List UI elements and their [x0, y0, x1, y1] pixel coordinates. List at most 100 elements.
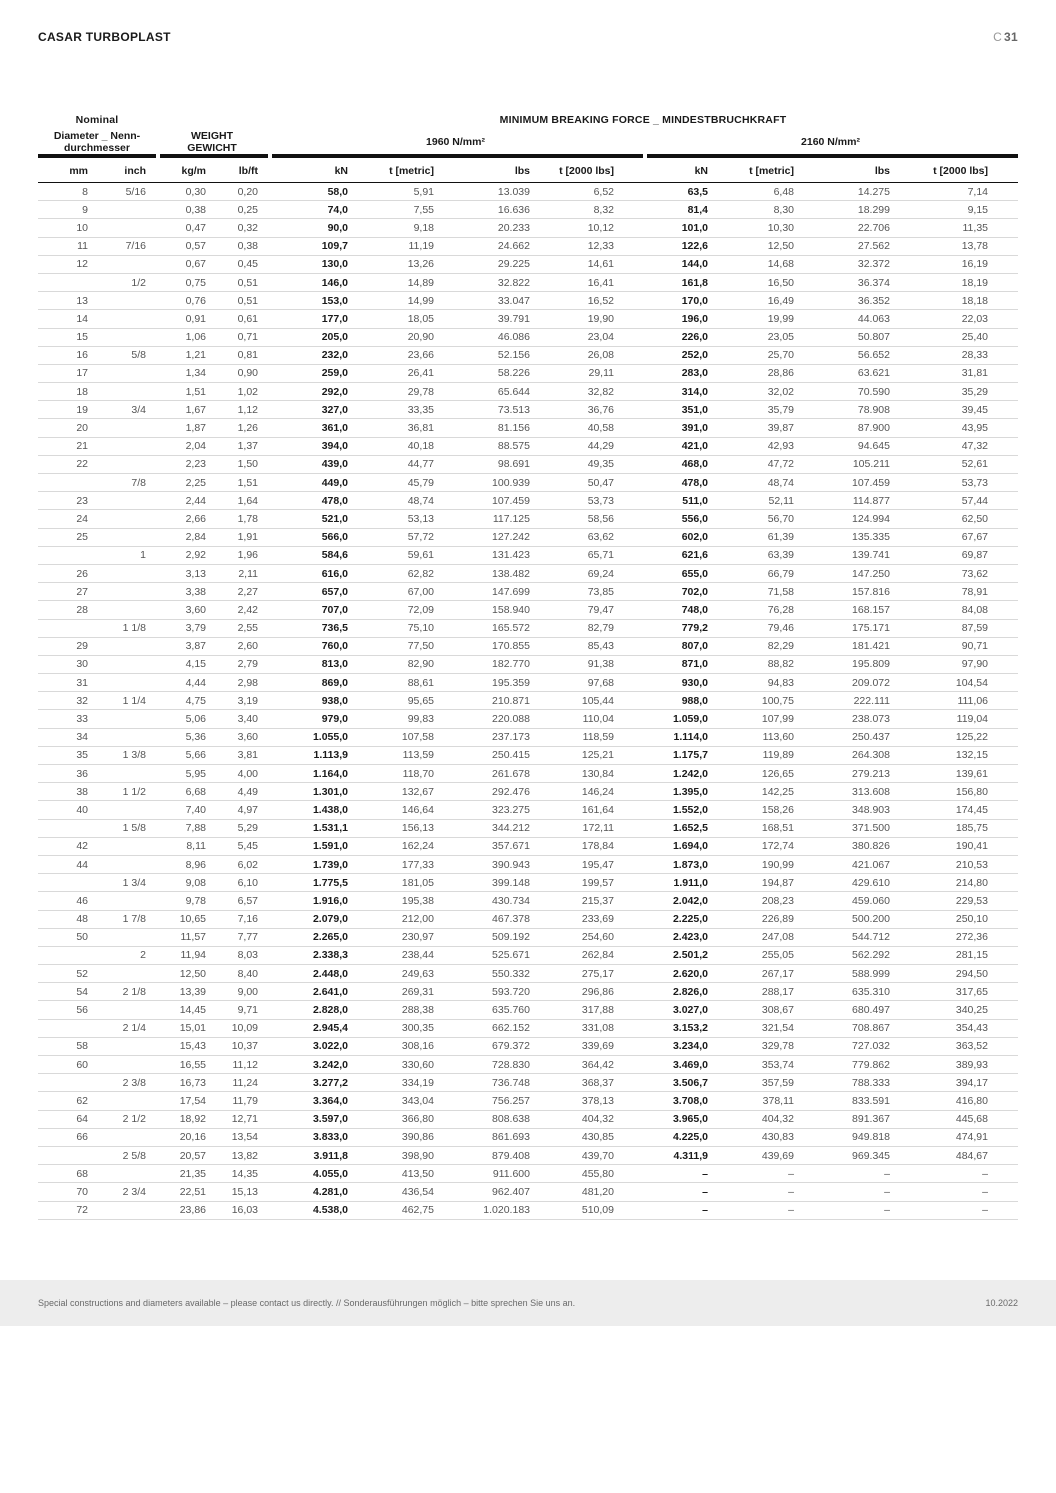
cell: 455,80: [536, 1168, 628, 1180]
cell: 3.965,0: [628, 1113, 714, 1125]
cell: 13,26: [354, 258, 440, 270]
cell: 9,78: [156, 895, 212, 907]
col-inch: inch: [96, 165, 156, 177]
cell: 67,67: [896, 531, 988, 543]
cell: 262,84: [536, 949, 628, 961]
cell: 275,17: [536, 968, 628, 980]
cell: 13,78: [896, 240, 988, 252]
cell: 2,11: [212, 568, 268, 580]
cell: 70: [38, 1186, 96, 1198]
cell: 31: [38, 677, 96, 689]
cell: 7,55: [354, 204, 440, 216]
table-row: 345,363,601.055,0107,58237.173118,591.11…: [38, 729, 1018, 747]
cell: 1 1/2: [96, 786, 156, 798]
cell: 172,11: [536, 822, 628, 834]
cell: 62,50: [896, 513, 988, 525]
cell: 52,11: [714, 495, 800, 507]
cell: 3.277,2: [268, 1077, 354, 1089]
cell: 38: [38, 786, 96, 798]
cell: 49,35: [536, 458, 628, 470]
cell: 357.671: [440, 840, 536, 852]
cell: 52: [38, 968, 96, 980]
cell: 64: [38, 1113, 96, 1125]
cell: 1.911,0: [628, 877, 714, 889]
cell: 12,33: [536, 240, 628, 252]
cell: 226,89: [714, 913, 800, 925]
table-row: 293,872,60760,077,50170.85585,43807,082,…: [38, 638, 1018, 656]
cell: 2,42: [212, 604, 268, 616]
cell: 107.459: [440, 495, 536, 507]
cell: 4,97: [212, 804, 268, 816]
cell: 22.706: [800, 222, 896, 234]
cell: 813,0: [268, 658, 354, 670]
cell: 12: [38, 258, 96, 270]
cell: 272,36: [896, 931, 988, 943]
cell: 1.916,0: [268, 895, 354, 907]
cell: 871,0: [628, 658, 714, 670]
col-lbs-2: lbs: [800, 165, 896, 177]
cell: 12,71: [212, 1113, 268, 1125]
table-row: 201,871,26361,036,8181.15640,58391,039,8…: [38, 419, 1018, 437]
cell: 63.621: [800, 367, 896, 379]
table-row: 365,954,001.164,0118,70261.678130,841.24…: [38, 765, 1018, 783]
cell: 105,44: [536, 695, 628, 707]
cell: 478,0: [268, 495, 354, 507]
cell: 1.242,0: [628, 768, 714, 780]
cell: 14,89: [354, 277, 440, 289]
cell: 635.760: [440, 1004, 536, 1016]
cell: 56,70: [714, 513, 800, 525]
cell: 125,22: [896, 731, 988, 743]
cell: 702,0: [628, 586, 714, 598]
cell: 3,81: [212, 749, 268, 761]
cell: 0,76: [156, 295, 212, 307]
cell: 2.641,0: [268, 986, 354, 998]
table-row: 90,380,2574,07,5516.6368,3281,48,3018.29…: [38, 201, 1018, 219]
cell: 10,37: [212, 1040, 268, 1052]
table-row: 702 3/422,5115,134.281,0436,54962.407481…: [38, 1183, 1018, 1201]
table-row: 232,441,64478,048,74107.45953,73511,052,…: [38, 492, 1018, 510]
table-row: 252,841,91566,057,72127.24263,62602,061,…: [38, 529, 1018, 547]
cell: 911.600: [440, 1168, 536, 1180]
title-weight-spacer: [156, 114, 268, 130]
cell: 58.226: [440, 367, 536, 379]
cell: 122,6: [628, 240, 714, 252]
cell: 2,44: [156, 495, 212, 507]
cell: 177,33: [354, 859, 440, 871]
cell: 88,61: [354, 677, 440, 689]
cell: 264.308: [800, 749, 896, 761]
cell: 182.770: [440, 658, 536, 670]
cell: 146,24: [536, 786, 628, 798]
cell: 226,0: [628, 331, 714, 343]
table-row: 151,060,71205,020,9046.08623,04226,023,0…: [38, 329, 1018, 347]
cell: 78,91: [896, 586, 988, 598]
cell: 72: [38, 1204, 96, 1216]
cell: 3,19: [212, 695, 268, 707]
cell: 47,72: [714, 458, 800, 470]
cell: 23: [38, 495, 96, 507]
cell: 1.055,0: [268, 731, 354, 743]
cell: 52,61: [896, 458, 988, 470]
cell: 1.694,0: [628, 840, 714, 852]
cell: 736.748: [440, 1077, 536, 1089]
cell: 13.039: [440, 186, 536, 198]
cell: 18,05: [354, 313, 440, 325]
table-row: 5011,577,772.265,0230,97509.192254,602.4…: [38, 929, 1018, 947]
cell: 8,11: [156, 840, 212, 852]
cell: 74,0: [268, 204, 354, 216]
cell: 158.940: [440, 604, 536, 616]
footer-right: 10.2022: [985, 1298, 1018, 1308]
cell: 2.265,0: [268, 931, 354, 943]
cell: 3.027,0: [628, 1004, 714, 1016]
cell: 1.652,5: [628, 822, 714, 834]
cell: 602,0: [628, 531, 714, 543]
cell: 47,32: [896, 440, 988, 452]
table-row: 1 3/49,086,101.775,5181,05399.148199,571…: [38, 874, 1018, 892]
cell: 371.500: [800, 822, 896, 834]
cell: 124.994: [800, 513, 896, 525]
cell: 679.372: [440, 1040, 536, 1052]
cell: 23,86: [156, 1204, 212, 1216]
cell: 131.423: [440, 549, 536, 561]
cell: 11,19: [354, 240, 440, 252]
cell: 566,0: [268, 531, 354, 543]
cell: 259,0: [268, 367, 354, 379]
